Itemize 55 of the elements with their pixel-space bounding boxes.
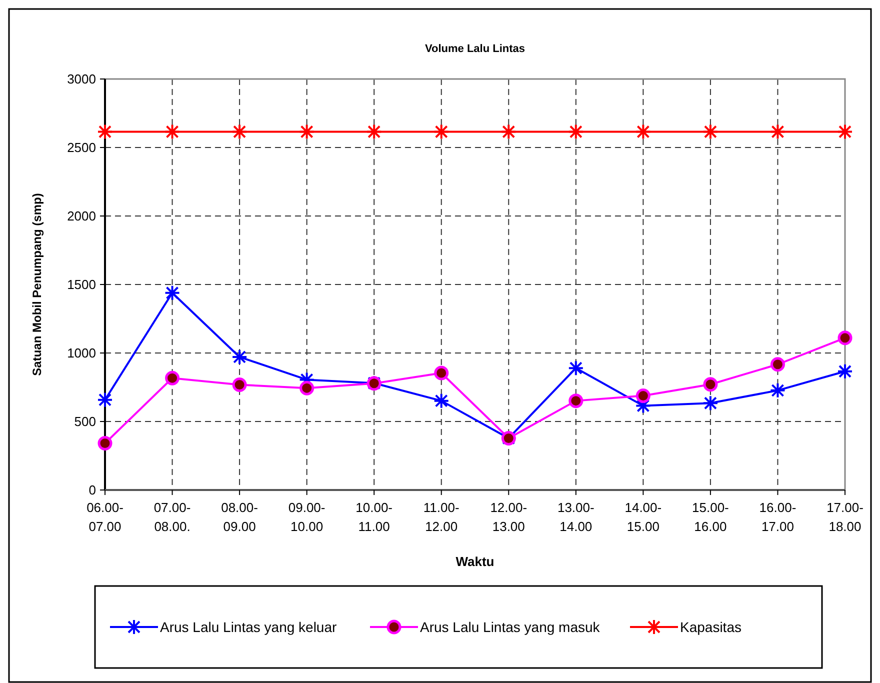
y-tick-label: 3000	[67, 72, 96, 87]
y-tick-label: 1500	[67, 277, 96, 292]
point	[433, 124, 450, 140]
point	[165, 370, 180, 386]
point	[568, 360, 584, 376]
x-tick-label: 13.00-14.00	[557, 500, 594, 534]
point	[98, 436, 112, 451]
point	[433, 392, 450, 409]
point	[702, 395, 718, 412]
point	[164, 284, 180, 301]
point	[568, 394, 584, 408]
chart-title: Volume Lalu Lintas	[424, 43, 526, 55]
x-tick-label: 09.00-10.00	[288, 500, 326, 534]
x-tick-label: 08.00-09.00	[221, 500, 258, 534]
point	[298, 124, 315, 140]
point	[568, 124, 584, 140]
x-tick-label: 07.00-08.00.	[154, 500, 191, 534]
x-tick-label: 10.00-11.00	[356, 500, 393, 534]
point	[770, 124, 786, 140]
x-tick-label: 12.00-13.00	[490, 500, 528, 534]
point	[164, 124, 180, 140]
y-tick-label: 500	[74, 414, 96, 430]
x-tick-label: 15.00-16.00	[692, 500, 729, 534]
x-axis-title: Waktu	[456, 554, 494, 569]
x-tick-label: 11.00-12.00	[423, 500, 460, 534]
point	[702, 124, 718, 140]
x-tick-label: 17.00-18.00	[826, 500, 864, 534]
point	[770, 382, 786, 398]
legend-label: Arus Lalu Lintas yang keluar	[160, 618, 337, 635]
point	[434, 366, 449, 380]
y-tick-label: 2500	[67, 140, 96, 156]
point	[366, 124, 382, 140]
point	[838, 330, 852, 346]
point	[232, 378, 247, 392]
point	[703, 377, 718, 392]
point	[500, 124, 517, 140]
point	[97, 392, 113, 408]
point	[232, 124, 248, 140]
point	[837, 363, 853, 380]
y-tick-label: 2000	[67, 208, 96, 224]
point	[97, 124, 113, 140]
x-tick-label: 16.00-17.00	[759, 500, 796, 534]
x-tick-label: 06.00-07.00	[86, 500, 124, 534]
x-tick-label: 14.00-15.00	[624, 500, 662, 534]
legend-label: Kapasitas	[680, 618, 742, 635]
legend-label: Arus Lalu Lintas yang masuk	[420, 618, 601, 635]
point	[837, 124, 853, 140]
point	[635, 124, 652, 140]
point	[300, 380, 314, 396]
point	[232, 348, 248, 365]
y-tick-label: 0	[88, 482, 96, 498]
y-tick-label: 1000	[67, 346, 96, 361]
point	[770, 357, 785, 372]
y-axis-title: Satuan Mobil Penumpang (smp)	[30, 193, 44, 376]
point	[636, 388, 650, 403]
